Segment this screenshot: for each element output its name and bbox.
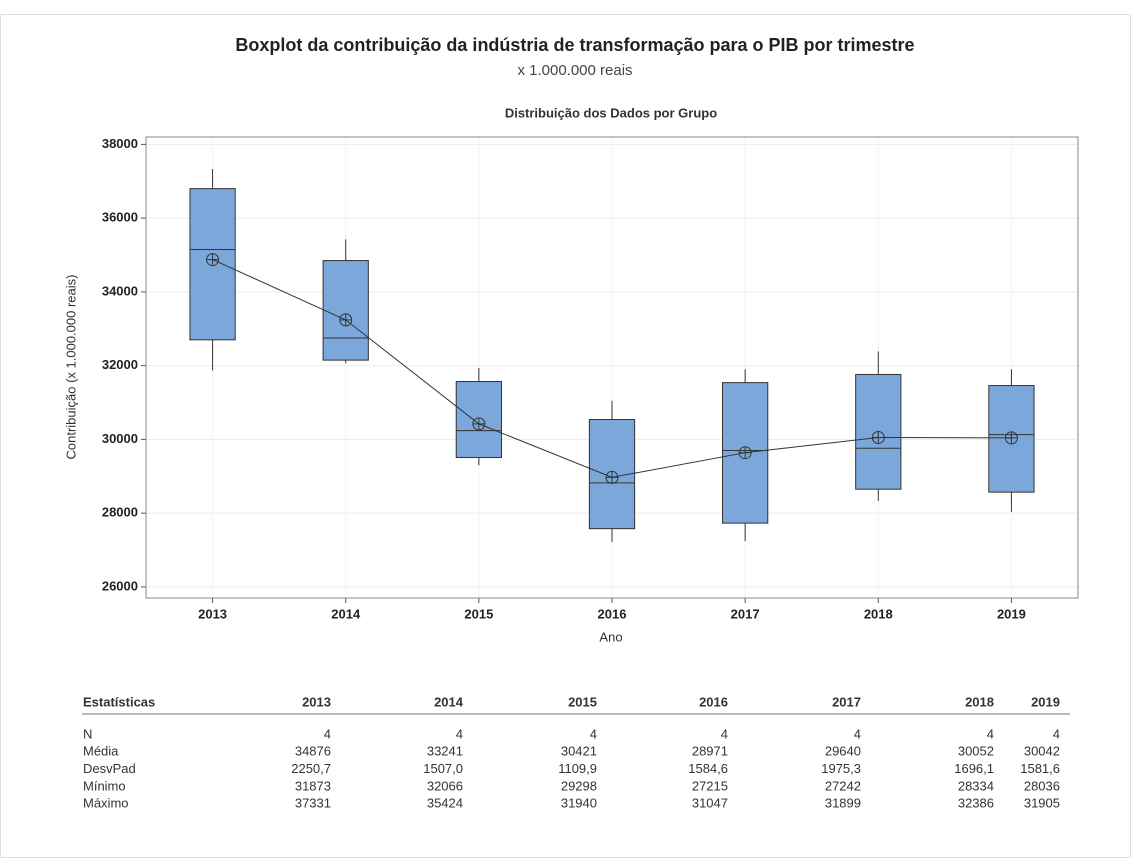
x-tick-label: 2014 [331, 606, 361, 621]
table-cell: 1696,1 [954, 761, 994, 776]
table-cell: N [83, 726, 92, 741]
frame [0, 14, 1131, 858]
y-tick-label: 28000 [102, 505, 138, 520]
table-cell: 31047 [692, 796, 728, 811]
x-tick-label: 2016 [598, 606, 627, 621]
table-header: Estatísticas [83, 694, 155, 709]
table-cell: 32066 [427, 778, 463, 793]
table-cell: 27242 [825, 778, 861, 793]
x-tick-label: 2019 [997, 606, 1026, 621]
table-cell: Média [83, 744, 119, 759]
x-tick-label: 2017 [731, 606, 760, 621]
plot-frame [145, 136, 1079, 599]
table-cell: 1507,0 [423, 761, 463, 776]
table-cell: 1109,9 [558, 761, 597, 776]
table-cell: 4 [987, 726, 994, 741]
box [322, 260, 369, 361]
table-cell: 1975,3 [821, 761, 861, 776]
table-cell: 34876 [295, 744, 331, 759]
table-header: 2018 [965, 694, 994, 709]
table-cell: 27215 [692, 778, 728, 793]
table-cell: 1581,6 [1020, 761, 1060, 776]
y-tick-label: 32000 [102, 357, 138, 372]
table-cell: 4 [1053, 726, 1060, 741]
table-cell: 30421 [561, 744, 597, 759]
table-cell: 32386 [958, 796, 994, 811]
table-cell: Máximo [83, 796, 129, 811]
table-cell: 4 [854, 726, 861, 741]
table-header: 2016 [699, 694, 728, 709]
chart-subtitle: x 1.000.000 reais [517, 62, 632, 79]
y-tick-label: 30000 [102, 431, 138, 446]
table-cell: 4 [721, 726, 728, 741]
table-cell: 33241 [427, 744, 463, 759]
y-tick-label: 36000 [102, 210, 138, 225]
table-cell: 28036 [1024, 778, 1060, 793]
table-header: 2015 [568, 694, 597, 709]
table-header: 2019 [1031, 694, 1060, 709]
y-axis-label: Contribuição (x 1.000.000 reais) [63, 275, 78, 460]
table-cell: 29298 [561, 778, 597, 793]
x-tick-label: 2013 [198, 606, 227, 621]
table-header: 2014 [434, 694, 464, 709]
x-axis-label: Ano [599, 629, 622, 644]
x-tick-label: 2015 [464, 606, 493, 621]
table-cell: Mínimo [83, 778, 126, 793]
table-cell: 30052 [958, 744, 994, 759]
table-cell: 31873 [295, 778, 331, 793]
table-cell: 4 [590, 726, 597, 741]
x-tick-label: 2018 [864, 606, 893, 621]
table-cell: 37331 [295, 796, 331, 811]
table-cell: 1584,6 [688, 761, 728, 776]
table-cell: 2250,7 [291, 761, 331, 776]
table-cell: 28971 [692, 744, 728, 759]
table-cell: 28334 [958, 778, 994, 793]
y-tick-label: 38000 [102, 136, 138, 151]
table-cell: 4 [324, 726, 331, 741]
table-cell: 30042 [1024, 744, 1060, 759]
table-header: 2017 [832, 694, 861, 709]
table-header: 2013 [302, 694, 331, 709]
table-cell: 35424 [427, 796, 463, 811]
table-cell: 31905 [1024, 796, 1060, 811]
plot-title: Distribuição dos Dados por Grupo [505, 105, 717, 120]
table-cell: 31940 [561, 796, 597, 811]
chart-title: Boxplot da contribuição da indústria de … [235, 35, 914, 55]
y-tick-label: 26000 [102, 578, 138, 593]
table-cell: 29640 [825, 744, 861, 759]
box [455, 381, 502, 458]
table-cell: 4 [456, 726, 463, 741]
y-tick-label: 34000 [102, 283, 138, 298]
table-cell: 31899 [825, 796, 861, 811]
table-cell: DesvPad [83, 761, 136, 776]
